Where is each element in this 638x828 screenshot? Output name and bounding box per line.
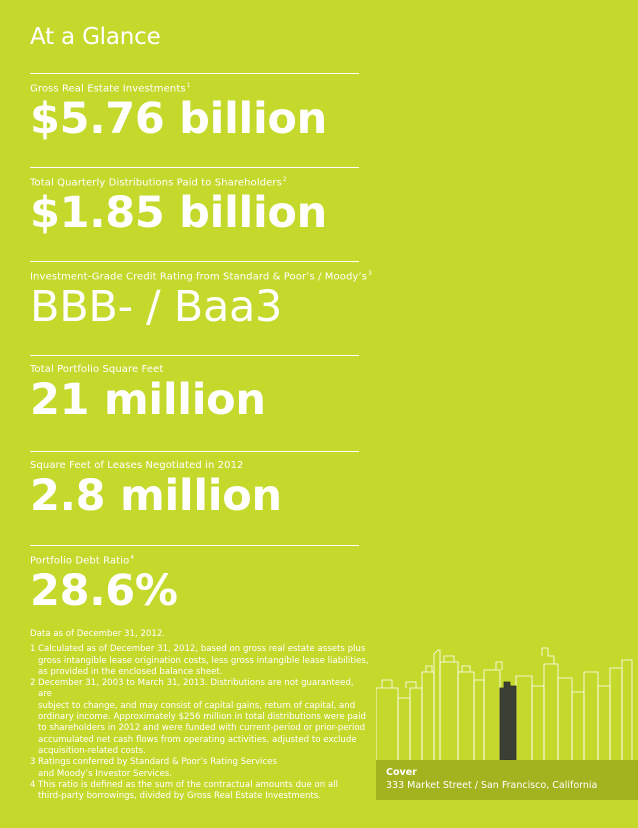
stat-value: 2.8 million — [30, 471, 282, 521]
divider — [30, 451, 359, 452]
footnote-marker: 2 — [282, 176, 287, 183]
footnote-line: and Moody’s Investor Services. — [38, 768, 173, 779]
stat-label: Gross Real Estate Investments1 — [30, 82, 191, 95]
stat-value: $5.76 billion — [30, 94, 327, 145]
divider — [30, 355, 359, 356]
stat-label: Portfolio Debt Ratio4 — [30, 554, 135, 567]
footnote-number: 1 — [30, 644, 36, 655]
footnote-2: 2 December 31, 2003 to March 31, 2013. D… — [30, 678, 370, 757]
stat-gross-real-estate: Gross Real Estate Investments1 $5.76 bil… — [30, 73, 359, 141]
footnote-4: 4 This ratio is defined as the sum of th… — [30, 780, 370, 803]
stat-label: Investment-Grade Credit Rating from Stan… — [30, 270, 372, 283]
footnote-line: gross intangible lease origination costs… — [38, 655, 369, 666]
footnote-3: 3 Ratings conferred by Standard & Poor’s… — [30, 757, 370, 780]
footnote-line: as provided in the enclosed balance shee… — [38, 666, 223, 677]
footnote-line: accumulated net cash flows from operatin… — [38, 734, 357, 745]
footnotes: Data as of December 31, 2012. 1 Calculat… — [30, 629, 370, 802]
divider — [30, 167, 359, 168]
footnote-number: 3 — [30, 757, 36, 768]
stat-leases: Square Feet of Leases Negotiated in 2012… — [30, 451, 359, 518]
footnote-line: to shareholders in 2012 and were funded … — [38, 723, 366, 734]
divider — [30, 545, 359, 546]
footnote-1: 1 Calculated as of December 31, 2012, ba… — [30, 644, 370, 678]
footnote-line: acquisition-related costs. — [38, 745, 146, 756]
cover-caption-band: Cover 333 Market Street / San Francisco,… — [376, 760, 638, 800]
footnote-number: 2 — [30, 678, 36, 689]
divider — [30, 261, 359, 262]
footnote-marker: 4 — [130, 554, 135, 561]
stat-value: 28.6% — [30, 566, 178, 617]
stat-label: Square Feet of Leases Negotiated in 2012 — [30, 460, 244, 471]
stat-value: $1.85 billion — [30, 188, 327, 239]
cover-caption: 333 Market Street / San Francisco, Calif… — [386, 780, 598, 791]
skyline-illustration — [375, 632, 638, 761]
page-title: At a Glance — [30, 24, 161, 50]
footnote-line: third-party borrowings, divided by Gross… — [38, 791, 322, 802]
stat-square-feet: Total Portfolio Square Feet 21 million — [30, 355, 359, 422]
stat-value: BBB- / Baa3 — [30, 282, 283, 333]
footnote-number: 4 — [30, 779, 36, 790]
footnote-line: Ratings conferred by Standard & Poor’s R… — [38, 757, 277, 768]
stat-label: Total Quarterly Distributions Paid to Sh… — [30, 176, 287, 189]
footnote-line: ordinary income. Approximately $256 mill… — [38, 712, 366, 723]
skyline-drawing — [375, 647, 633, 761]
footnote-line: December 31, 2003 to March 31, 2013. Dis… — [38, 678, 354, 700]
footnote-line: subject to change, and may consist of ca… — [38, 700, 356, 711]
highlighted-building — [499, 681, 517, 761]
stat-label: Total Portfolio Square Feet — [30, 364, 164, 375]
data-as-of: Data as of December 31, 2012. — [30, 629, 166, 639]
cover-title: Cover — [386, 767, 417, 778]
footnote-line: This ratio is defined as the sum of the … — [38, 779, 338, 790]
stat-distributions: Total Quarterly Distributions Paid to Sh… — [30, 167, 359, 235]
divider — [30, 73, 359, 74]
stat-debt-ratio: Portfolio Debt Ratio4 28.6% — [30, 545, 359, 613]
footnote-marker: 3 — [368, 270, 372, 277]
stat-credit-rating: Investment-Grade Credit Rating from Stan… — [30, 261, 372, 333]
footnote-marker: 1 — [186, 82, 191, 89]
stat-value: 21 million — [30, 375, 266, 425]
footnote-line: Calculated as of December 31, 2012, base… — [38, 644, 366, 655]
